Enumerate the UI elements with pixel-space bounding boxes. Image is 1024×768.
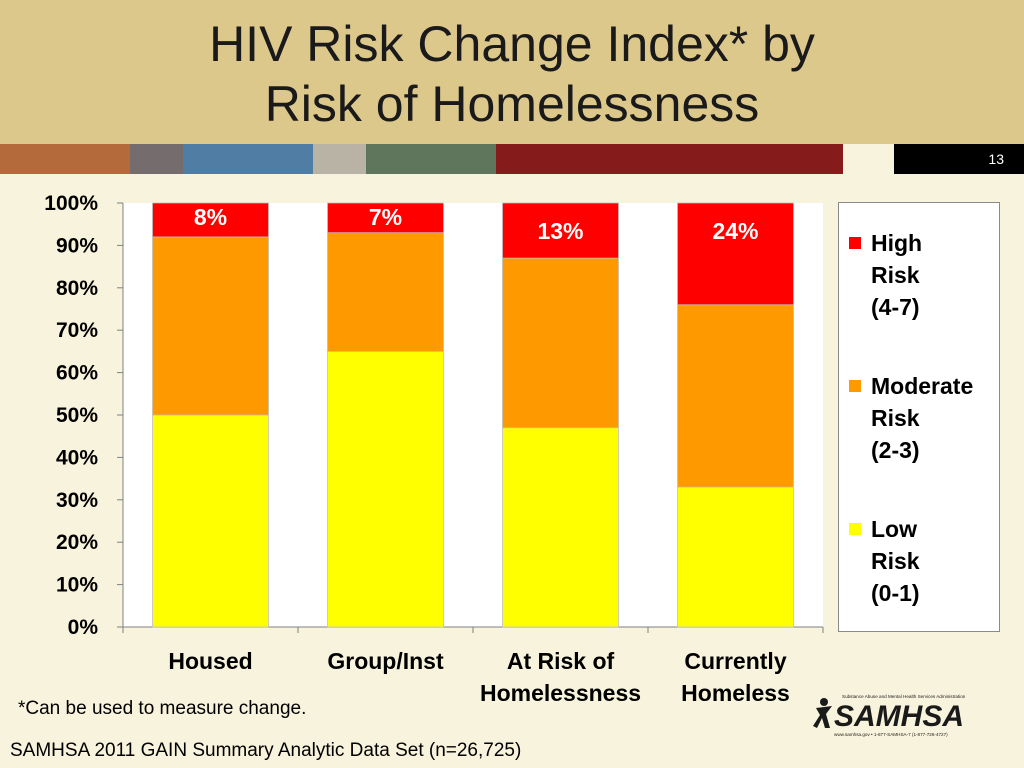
x-category-label: Homelessness [480, 680, 641, 706]
samhsa-logo: Substance Abuse and Mental Health Servic… [813, 694, 966, 737]
data-label: 7% [369, 204, 402, 230]
logo-wordmark: SAMHSA [834, 700, 964, 733]
legend-label-line: Risk [871, 262, 920, 288]
x-category-label: Group/Inst [327, 648, 444, 674]
x-category-label: Housed [168, 648, 252, 674]
legend-swatch [849, 380, 861, 392]
legend-swatch [849, 237, 861, 249]
legend-label-line: Moderate [871, 373, 974, 399]
source-note: SAMHSA 2011 GAIN Summary Analytic Data S… [10, 740, 522, 761]
page-title-line-2: Risk of Homelessness [264, 76, 760, 132]
x-category-label: At Risk of [507, 648, 615, 674]
bar-segment [327, 351, 444, 628]
person-figure-icon [813, 698, 832, 728]
bar-segment [502, 202, 619, 259]
legend-label-line: (0-1) [871, 580, 920, 606]
legend-label-line: High [871, 230, 923, 256]
y-tick-label: 70% [56, 319, 98, 342]
slide-number: 13 [988, 151, 1004, 167]
bar-segment [152, 414, 269, 628]
bar-segment [677, 486, 794, 628]
y-tick-label: 80% [56, 277, 98, 300]
stripe-segment [496, 144, 843, 174]
title-banner: HIV Risk Change Index* by Risk of Homele… [0, 0, 1024, 144]
x-category-label: Homeless [681, 680, 790, 706]
bar-segment [677, 202, 794, 306]
bar-segment [502, 257, 619, 429]
legend-label-line: (4-7) [871, 294, 920, 320]
stripe-segment [0, 144, 130, 174]
legend-swatch [849, 523, 861, 535]
stripe-segment [366, 144, 496, 174]
stripe-segment [843, 144, 894, 174]
y-tick-label: 60% [56, 362, 98, 385]
legend-label-line: Risk [871, 548, 920, 574]
y-tick-label: 40% [56, 446, 98, 469]
bar-segment [502, 427, 619, 628]
y-tick-label: 20% [56, 531, 98, 554]
data-label: 24% [712, 218, 758, 244]
stacked-bar-chart: 0% 10% 20% 30% 40% 50% 60% 70% 80% 90% 100% 8% House… [44, 192, 824, 706]
legend-label-line: (2-3) [871, 437, 920, 463]
y-tick-label: 30% [56, 489, 98, 512]
logo-contact: www.samhsa.gov • 1-877-SAMHSA-7 (1-877-7… [834, 732, 948, 737]
legend-label-line: Low [871, 516, 917, 542]
y-tick-label: 10% [56, 574, 98, 597]
bar-segment [327, 232, 444, 352]
legend-label: High Risk (4-7) [871, 227, 1011, 323]
page-title: HIV Risk Change Index* by Risk of Homele… [0, 14, 1024, 134]
stripe-segment [130, 144, 183, 174]
data-label: 13% [537, 218, 583, 244]
legend-label-line: Risk [871, 405, 920, 431]
data-label: 8% [194, 204, 227, 230]
footnote: *Can be used to measure change. [18, 698, 307, 719]
page-title-line-1: HIV Risk Change Index* by [209, 16, 815, 72]
y-tick-label: 0% [68, 616, 99, 639]
x-category-label: Currently [684, 648, 786, 674]
logo-tagline: Substance Abuse and Mental Health Servic… [842, 694, 966, 699]
stripe-segment [313, 144, 366, 174]
bar-segment [327, 202, 444, 234]
legend-label: Moderate Risk (2-3) [871, 370, 1011, 466]
y-tick-label: 90% [56, 234, 98, 257]
bar-segment [152, 202, 269, 238]
chart-legend: High Risk (4-7) Moderate Risk (2-3) Low Risk (0-… [838, 202, 1000, 632]
slide-number-box [894, 144, 1024, 174]
legend-label: Low Risk (0-1) [871, 513, 1011, 609]
bar-segment [152, 236, 269, 416]
stripe-segment [183, 144, 313, 174]
y-tick-label: 50% [56, 404, 98, 427]
y-tick-label: 100% [44, 192, 98, 215]
bar-segment [677, 304, 794, 488]
